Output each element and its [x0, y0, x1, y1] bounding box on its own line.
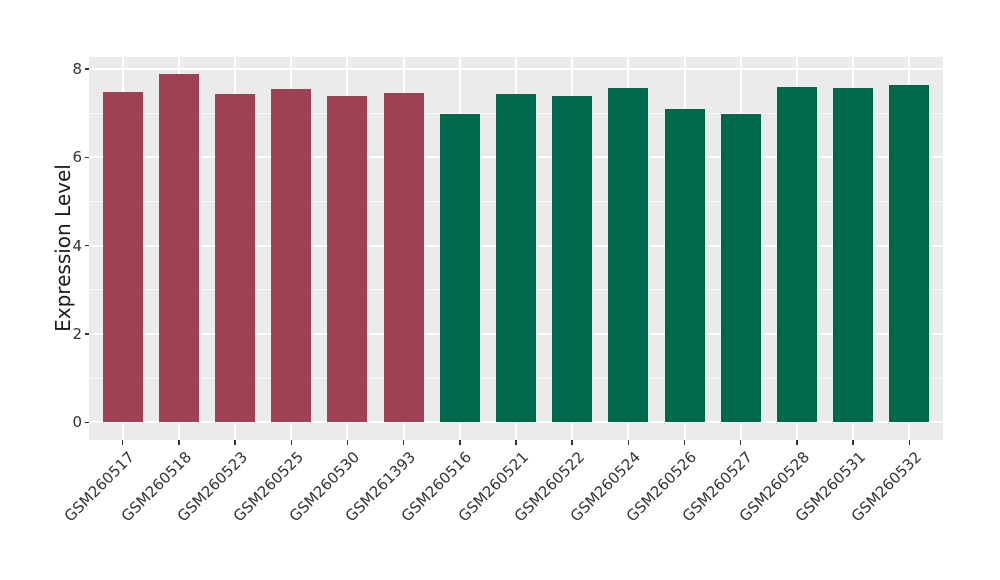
- x-tick-mark: [459, 440, 461, 445]
- x-tick-mark: [796, 440, 798, 445]
- bar: [102, 92, 143, 423]
- bar: [439, 113, 480, 423]
- bar: [496, 93, 536, 423]
- x-tick-mark: [683, 440, 686, 445]
- x-tick-mark: [290, 440, 292, 445]
- y-tick-label: 0: [72, 413, 82, 432]
- bar: [889, 84, 930, 423]
- x-tick-mark: [402, 440, 405, 445]
- bar: [720, 113, 761, 423]
- bar: [158, 74, 199, 423]
- x-tick-mark: [515, 440, 517, 445]
- x-tick-mark: [852, 440, 854, 445]
- bar: [833, 88, 874, 423]
- bar: [776, 87, 817, 423]
- x-tick-mark: [121, 440, 124, 445]
- y-tick-mark: [84, 244, 89, 247]
- bar: [215, 94, 256, 423]
- y-tick-label: 2: [72, 324, 82, 343]
- y-tick-mark: [84, 421, 89, 424]
- bar: [271, 89, 312, 423]
- y-tick-label: 6: [72, 148, 82, 167]
- bar: [608, 87, 649, 423]
- y-tick-mark: [84, 333, 89, 335]
- plot-panel: [89, 57, 943, 440]
- y-tick-mark: [84, 156, 89, 159]
- bar: [552, 95, 593, 423]
- x-tick-mark: [178, 440, 180, 445]
- y-tick-mark: [84, 68, 89, 70]
- x-tick-mark: [739, 440, 742, 445]
- x-tick-mark: [627, 440, 630, 445]
- y-tick-label: 8: [72, 60, 82, 79]
- y-tick-label: 4: [72, 236, 82, 255]
- x-tick-mark: [571, 440, 573, 445]
- bar: [664, 109, 705, 423]
- x-tick-mark: [908, 440, 911, 445]
- bar: [383, 93, 424, 423]
- x-tick-mark: [346, 440, 349, 445]
- bar: [327, 96, 368, 423]
- x-tick-mark: [234, 440, 236, 445]
